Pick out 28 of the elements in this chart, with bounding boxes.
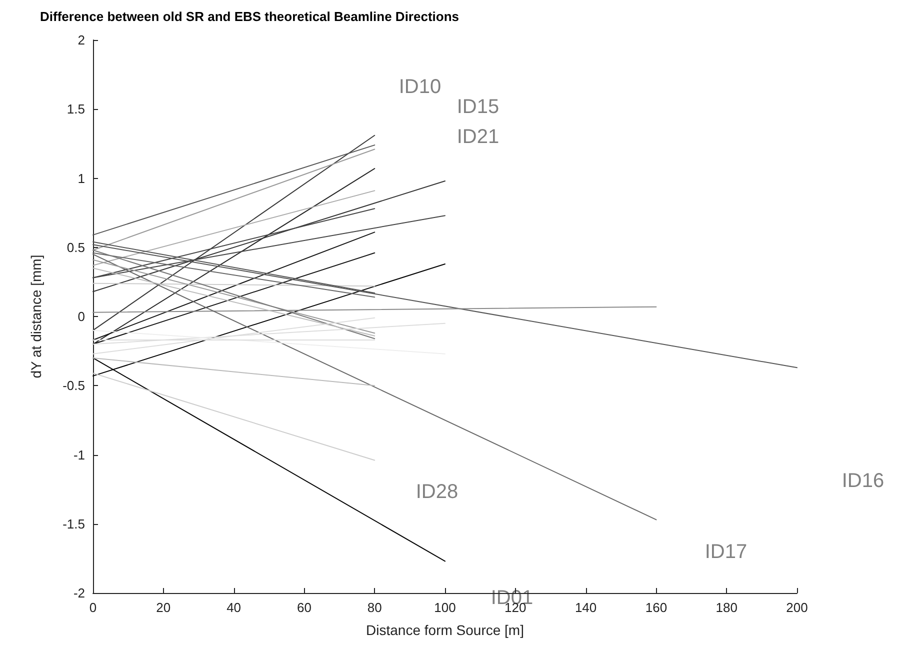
y-tick-label: 1	[78, 170, 85, 186]
y-tick-label: -2	[73, 586, 85, 600]
x-tick-label: 160	[645, 600, 668, 615]
x-tick-label: 200	[786, 600, 808, 615]
y-tick-label: -0.5	[62, 378, 85, 394]
x-tick-label: 0	[89, 600, 97, 615]
text: ID16	[842, 470, 884, 492]
x-axis-title: Distance form Source [m]	[366, 622, 524, 638]
y-tick-label: -1	[73, 447, 85, 462]
x-tick-label: 20	[156, 600, 171, 615]
annotation: ID28	[416, 481, 458, 503]
x-tick-label: 100	[434, 600, 456, 615]
x-tick-label: 80	[367, 600, 382, 615]
x-tick-label: 60	[296, 600, 312, 615]
x-tick-label: 140	[574, 600, 597, 615]
annotation: ID15	[456, 96, 500, 118]
y-tick-label: 2	[78, 32, 85, 48]
annotation: ID10	[398, 76, 442, 98]
y-tick-label: 0	[78, 309, 85, 324]
x-tick-label: 40	[226, 600, 242, 615]
annotation: ID17	[704, 541, 748, 563]
chart-title: Difference between old SR and EBS theoretical Beamline Directions	[40, 9, 459, 24]
annotation: ID21	[456, 126, 500, 148]
x-tick-label: 180	[716, 600, 738, 615]
y-tick-label: -1.5	[62, 516, 85, 532]
y-tick-label: 0.5	[66, 240, 85, 255]
y-tick-label: 1.5	[66, 102, 85, 117]
y-axis-title: dY at distance [mm]	[28, 254, 44, 378]
